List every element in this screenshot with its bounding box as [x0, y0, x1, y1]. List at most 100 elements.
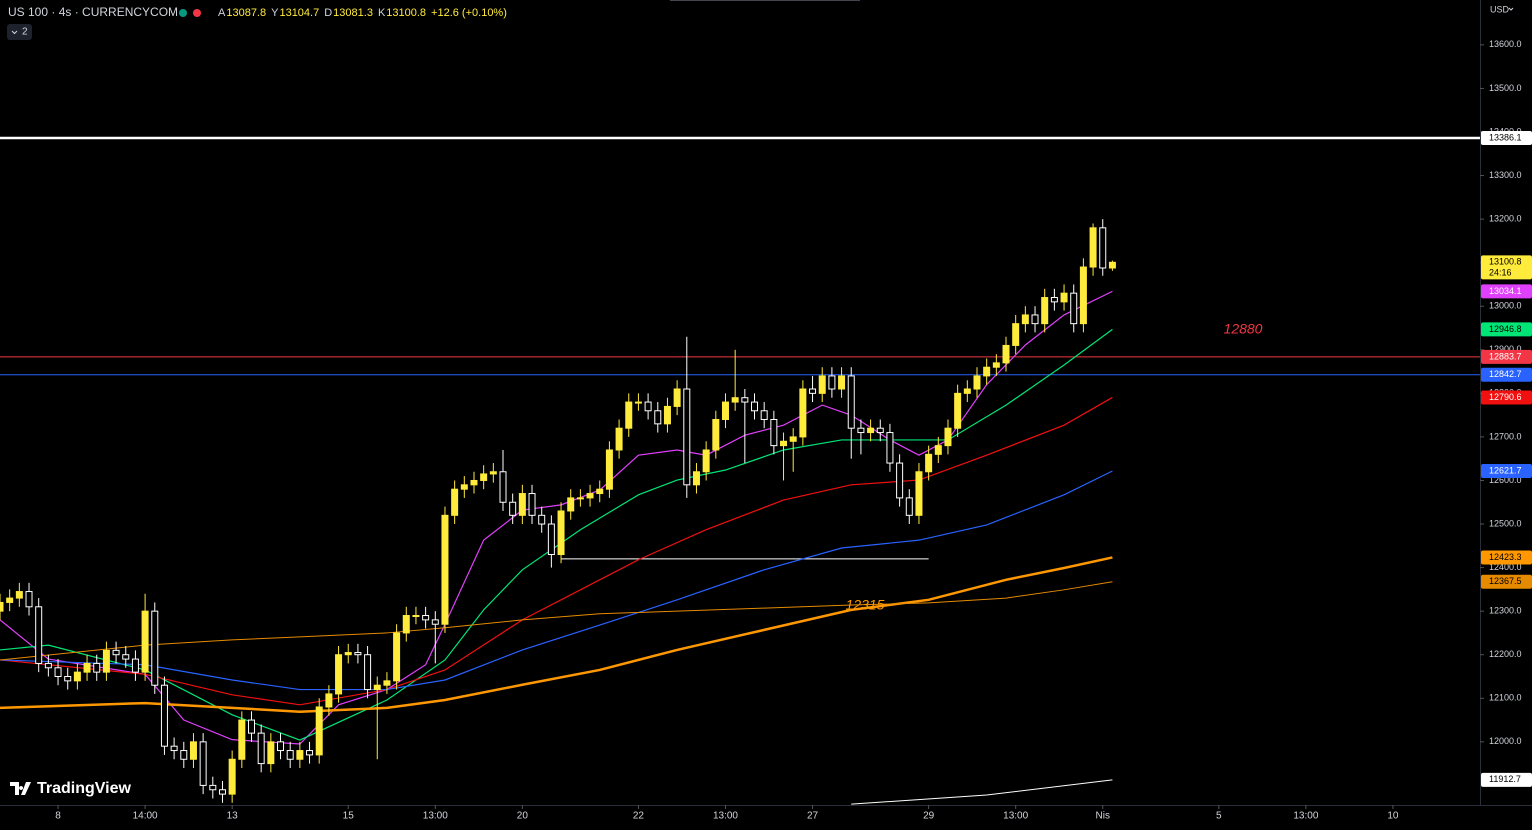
candle-body [296, 750, 304, 760]
legend-key: A [218, 7, 226, 19]
candle-body [170, 745, 178, 752]
candle-body [731, 397, 739, 403]
candle-body [605, 449, 613, 490]
y-tick-label: 12300.0 [1489, 606, 1522, 616]
candle-body [470, 479, 478, 486]
moving-average [0, 556, 1113, 714]
candle-body [412, 615, 420, 618]
candle-body [596, 488, 604, 495]
candle-body [1041, 297, 1049, 325]
candle-body [528, 493, 536, 516]
candle-body [1099, 227, 1107, 269]
candle-body [518, 493, 526, 516]
x-tick-label: 13 [227, 811, 239, 822]
y-tick-label: 13000.0 [1489, 301, 1522, 311]
candle-body [460, 484, 468, 490]
candle-body [451, 488, 459, 516]
legend-change: +12.6 (+0.10%) [431, 7, 507, 19]
candle-body [867, 427, 875, 434]
line-badge [1481, 349, 1532, 364]
candle-body [393, 632, 401, 682]
plot-area [0, 136, 1480, 805]
candle-body [509, 501, 517, 516]
x-tick-label: 13:00 [1293, 811, 1318, 822]
candle-body [422, 615, 430, 621]
candle-body [141, 610, 149, 673]
line-badge-label: 13386.1 [1489, 132, 1522, 142]
candle-body [634, 401, 642, 404]
candle-body [1089, 227, 1097, 268]
candle-body [1079, 266, 1087, 325]
candle-body [644, 401, 652, 412]
candle-body [557, 510, 565, 556]
candle-body [180, 750, 188, 760]
ma-badge-label: 12946.8 [1489, 324, 1522, 334]
y-tick-label: 13200.0 [1489, 213, 1522, 223]
countdown: 24:16 [1489, 268, 1512, 278]
moving-average [0, 290, 1113, 745]
line-badge-label: 12883.7 [1489, 351, 1522, 361]
candle-body [6, 597, 14, 603]
ma-badge [1481, 772, 1532, 787]
currency[interactable]: USD [1490, 4, 1510, 14]
ma-badge [1481, 550, 1532, 565]
candle-body [992, 362, 1000, 368]
candle-body [586, 493, 594, 499]
pane-toggle[interactable] [7, 24, 32, 40]
moving-average [0, 328, 1113, 741]
x-tick-label: Nis [1096, 811, 1110, 822]
candle-body [209, 784, 217, 791]
chevron-icon [11, 30, 18, 35]
ma-badge-label: 12423.3 [1489, 552, 1522, 562]
candle-body [886, 432, 894, 464]
candle-body [1070, 292, 1078, 325]
candle-body [15, 591, 23, 599]
ohlc-legend: A 13087.8 Y 13104.7 D 13081.3 K 13100.8 +12.6 (+… [218, 7, 507, 19]
candle-body [151, 610, 159, 686]
last-price-badge [1481, 255, 1532, 280]
candle-body [480, 473, 488, 481]
candle-body [780, 440, 788, 447]
candle-body [799, 388, 807, 438]
candle-body [789, 436, 797, 442]
candle-body [1002, 344, 1010, 364]
symbol-title[interactable]: US 100 · 4s · CURRENCYCOM [8, 5, 178, 19]
candle-body [954, 392, 962, 429]
candle-body [963, 388, 971, 394]
candle-body [93, 662, 101, 673]
candle-body [818, 375, 826, 394]
logo: TradingView [10, 780, 132, 797]
candle-body [0, 601, 4, 612]
x-tick-label: 8 [55, 811, 61, 822]
ma-badge-label: 12367.5 [1489, 576, 1522, 586]
y-tick-label: 13300.0 [1489, 170, 1522, 180]
candle-body [112, 649, 120, 656]
candle-body [354, 652, 362, 656]
candle-body [538, 514, 546, 525]
ma-badge [1481, 574, 1532, 589]
candle-body [218, 789, 226, 795]
candle-body [625, 401, 633, 429]
candle-body [122, 654, 130, 660]
chevron-icon [1508, 7, 1514, 11]
candle-body [25, 591, 33, 608]
candle-body [315, 706, 323, 756]
x-tick-label: 27 [807, 811, 819, 822]
logo-icon [10, 782, 31, 795]
candle-body [344, 652, 352, 656]
x-tick-label: 13:00 [1003, 811, 1028, 822]
candle-body [838, 375, 846, 390]
ma-badge [1481, 322, 1532, 337]
candle-body [741, 397, 749, 403]
ma-badge [1481, 464, 1532, 479]
legend-value: 13087.8 [226, 7, 266, 19]
candle-body [828, 375, 836, 390]
candle-body [673, 388, 681, 407]
candle-body [1050, 297, 1058, 303]
x-tick-label: 15 [343, 811, 355, 822]
y-tick-label: 12500.0 [1489, 518, 1522, 528]
brand: TradingView [37, 780, 132, 797]
candle-body [306, 750, 314, 756]
